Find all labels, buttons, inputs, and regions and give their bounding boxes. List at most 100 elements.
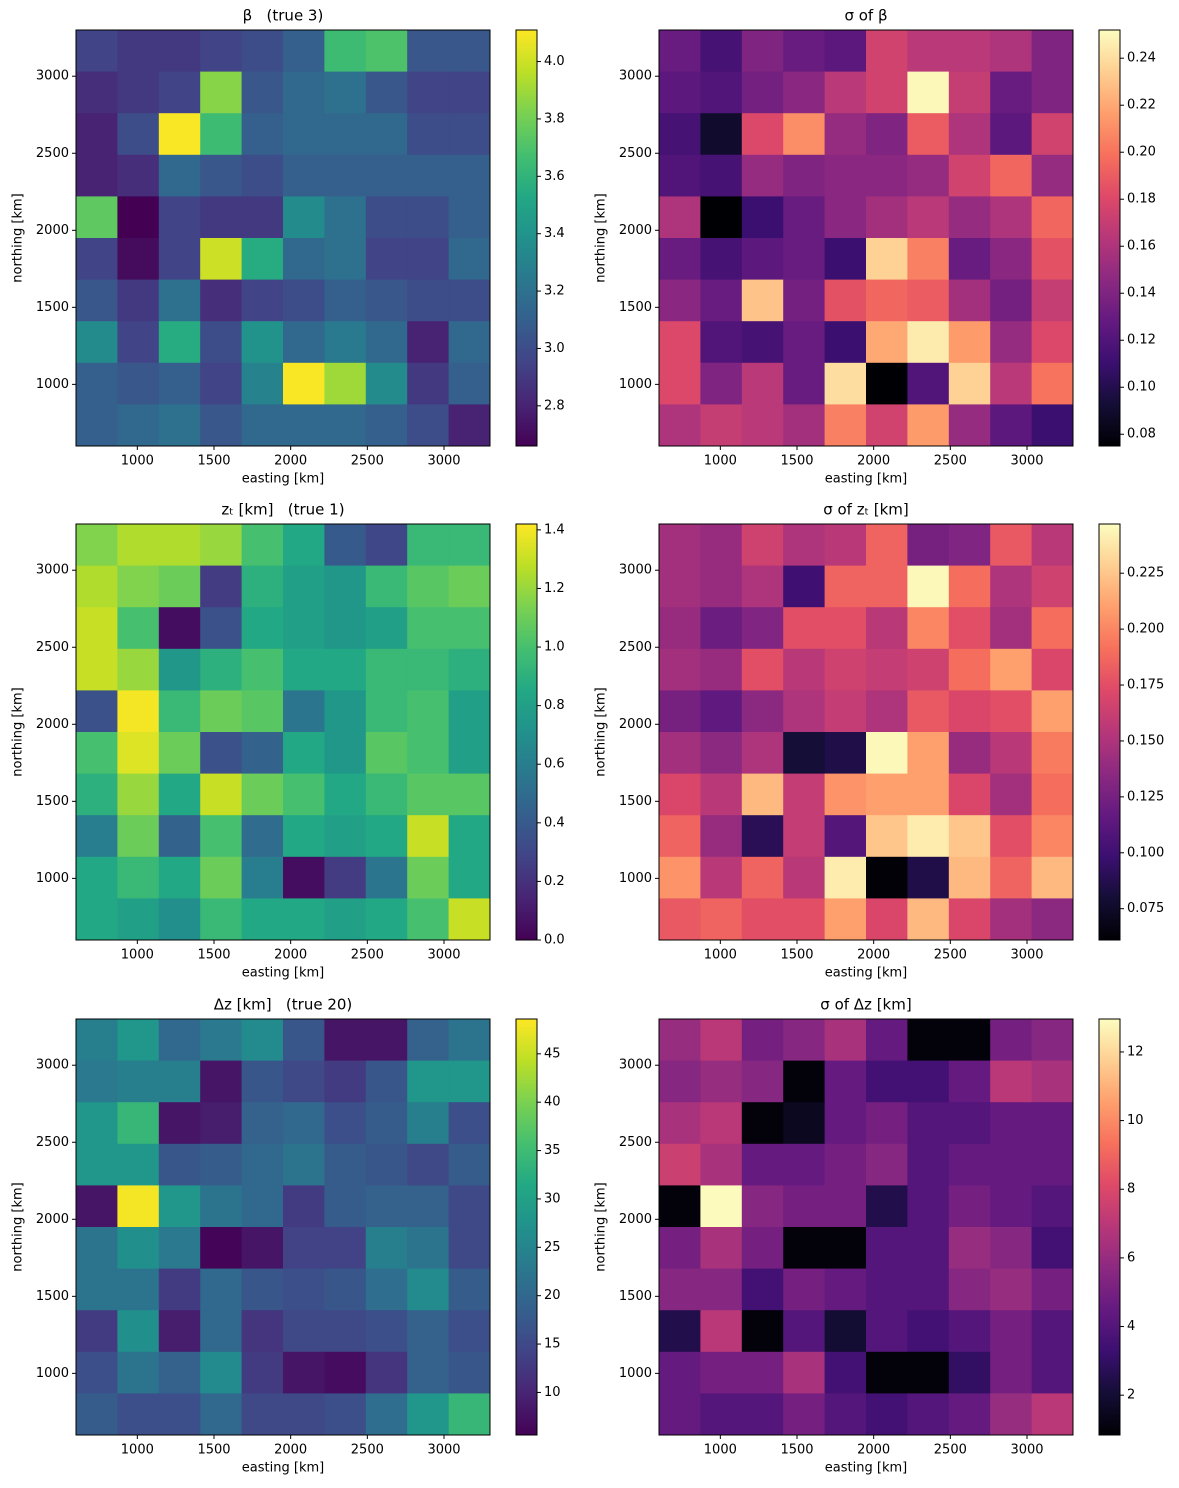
- heat-cell: [824, 1102, 867, 1145]
- heat-cell: [741, 1393, 784, 1436]
- y-tick-label: 1000: [619, 1366, 652, 1381]
- heat-cell: [283, 404, 325, 447]
- y-axis-label: northing [km]: [11, 1182, 26, 1271]
- heat-cell: [659, 898, 701, 941]
- heat-cell: [283, 1351, 325, 1394]
- heat-cell: [659, 362, 701, 405]
- heat-cell: [824, 71, 867, 114]
- heat-cell: [741, 321, 784, 364]
- heat-cell: [866, 279, 908, 322]
- x-tick-label: 3000: [1010, 454, 1043, 469]
- x-tick-label: 3000: [427, 1443, 460, 1458]
- heat-cell: [824, 856, 867, 899]
- heat-cell: [1031, 1060, 1074, 1103]
- heat-cell: [783, 732, 826, 775]
- heat-cell: [907, 279, 950, 322]
- heat-cell: [117, 1227, 160, 1270]
- heat-cell: [241, 321, 284, 364]
- heat-cell: [824, 404, 867, 447]
- heat-cell: [824, 1227, 867, 1270]
- heat-cell: [76, 1227, 118, 1270]
- heat-cell: [783, 1060, 826, 1103]
- heat-cell: [200, 196, 243, 239]
- heat-cell: [365, 815, 408, 858]
- heat-cell: [990, 1351, 1033, 1394]
- heat-cell: [76, 71, 118, 114]
- heat-cell: [365, 154, 408, 197]
- heat-cell: [76, 238, 118, 281]
- heat-cell: [365, 71, 408, 114]
- heat-cell: [783, 30, 826, 73]
- x-tick-label: 2000: [857, 948, 890, 963]
- heat-cell: [407, 732, 450, 775]
- y-tick-label: 3000: [619, 563, 652, 578]
- heat-cell: [700, 30, 743, 73]
- heat-cell: [158, 607, 201, 650]
- heat-cell: [158, 1393, 201, 1436]
- heat-cell: [659, 404, 701, 447]
- heat-cell: [990, 898, 1033, 941]
- heat-cell: [158, 1185, 201, 1228]
- heat-cell: [117, 1102, 160, 1145]
- heat-cell: [200, 1393, 243, 1436]
- chart-title: σ of β: [844, 7, 887, 25]
- heat-cell: [283, 1393, 325, 1436]
- heat-cell: [324, 1143, 367, 1186]
- heat-cell: [741, 1019, 784, 1062]
- heat-cell: [76, 404, 118, 447]
- heat-cell: [1031, 1393, 1074, 1436]
- heat-cell: [407, 565, 450, 608]
- heat-cell: [659, 648, 701, 691]
- heat-cell: [990, 30, 1033, 73]
- heat-cell: [783, 1143, 826, 1186]
- heat-cell: [1031, 898, 1074, 941]
- heat-cell: [158, 279, 201, 322]
- heat-cell: [117, 1143, 160, 1186]
- heat-cell: [241, 279, 284, 322]
- heat-cell: [824, 1393, 867, 1436]
- heat-cell: [948, 30, 991, 73]
- heat-cell: [241, 773, 284, 816]
- heat-cell: [741, 1143, 784, 1186]
- y-tick-label: 2500: [619, 1135, 652, 1150]
- heat-cell: [365, 113, 408, 156]
- heat-cell: [700, 1185, 743, 1228]
- heat-cell: [324, 1019, 367, 1062]
- heat-cell: [200, 732, 243, 775]
- heat-cell: [866, 154, 908, 197]
- heat-cell: [117, 1060, 160, 1103]
- colorbar-tick-label: 4.0: [544, 54, 565, 69]
- heat-cell: [824, 362, 867, 405]
- heat-cell: [907, 1060, 950, 1103]
- heat-cell: [407, 279, 450, 322]
- heat-cell: [200, 362, 243, 405]
- heat-cell: [324, 1393, 367, 1436]
- heat-cell: [448, 404, 491, 447]
- x-tick-label: 2000: [274, 1443, 307, 1458]
- heat-cell: [948, 1019, 991, 1062]
- heat-cell: [365, 238, 408, 281]
- heat-cell: [659, 773, 701, 816]
- x-tick-label: 3000: [1010, 948, 1043, 963]
- heat-cell: [324, 1268, 367, 1311]
- heat-cell: [283, 773, 325, 816]
- x-tick-label: 2500: [934, 948, 967, 963]
- heat-cell: [783, 154, 826, 197]
- heat-cell: [990, 279, 1033, 322]
- heat-cell: [1031, 524, 1074, 567]
- x-tick-label: 1000: [121, 948, 154, 963]
- heat-cell: [866, 71, 908, 114]
- heat-cell: [866, 732, 908, 775]
- y-tick-label: 1500: [619, 300, 652, 315]
- y-tick-label: 3000: [619, 1058, 652, 1073]
- heat-cell: [407, 524, 450, 567]
- y-axis-label: northing [km]: [594, 193, 609, 282]
- y-axis-label: northing [km]: [594, 687, 609, 776]
- heat-cell: [700, 1268, 743, 1311]
- heat-cell: [283, 1060, 325, 1103]
- x-tick-label: 1000: [704, 1443, 737, 1458]
- heat-cell: [741, 607, 784, 650]
- heat-cell: [158, 71, 201, 114]
- heat-cell: [824, 815, 867, 858]
- x-tick-label: 3000: [427, 454, 460, 469]
